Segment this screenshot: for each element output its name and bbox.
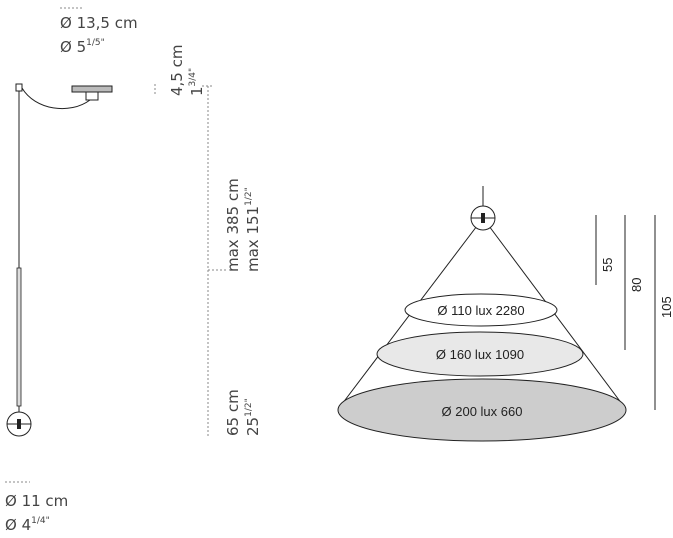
canopy bbox=[71, 85, 113, 93]
lamp-length-in: 251/2" bbox=[244, 398, 262, 436]
cable-length-cm: max 385 cm bbox=[224, 178, 242, 272]
canopy-diameter-in: Ø 51/5" bbox=[60, 38, 105, 56]
value: Ø 5 bbox=[60, 38, 86, 56]
value: 25 bbox=[244, 417, 262, 436]
cable-length-in: max 1511/2" bbox=[244, 187, 262, 272]
canopy-height-cm: 4,5 cm bbox=[168, 45, 186, 96]
distance-label: 55 bbox=[600, 258, 615, 272]
sphere-core bbox=[17, 419, 21, 429]
fraction: 3/4" bbox=[188, 68, 198, 87]
cable-curve bbox=[21, 87, 91, 110]
ring-110 bbox=[404, 293, 558, 327]
rod bbox=[16, 267, 22, 407]
value: Ø 4 bbox=[5, 516, 31, 534]
hook bbox=[15, 83, 23, 92]
lamp-diameter-in: Ø 41/4" bbox=[5, 516, 50, 534]
ring-160 bbox=[376, 331, 584, 377]
lamp-length-cm: 65 cm bbox=[224, 389, 242, 436]
fraction: 1/2" bbox=[244, 398, 254, 417]
ring-label: Ø 110 lux 2280 bbox=[437, 303, 524, 318]
distance-label: 80 bbox=[629, 278, 644, 292]
fraction: 1/5" bbox=[86, 38, 105, 48]
fraction: 1/4" bbox=[31, 516, 50, 526]
value: max 151 bbox=[244, 206, 262, 272]
ring-200 bbox=[337, 378, 627, 442]
distance-label: 105 bbox=[659, 296, 673, 318]
canopy-base bbox=[85, 91, 99, 101]
fraction: 1/2" bbox=[244, 187, 254, 206]
ring-label: Ø 160 lux 1090 bbox=[436, 347, 524, 362]
head-core bbox=[481, 213, 485, 223]
canopy-height-in: 13/4" bbox=[188, 68, 206, 96]
lamp-diameter-cm: Ø 11 cm bbox=[5, 492, 68, 510]
value: 1 bbox=[188, 86, 206, 96]
canopy-diameter-cm: Ø 13,5 cm bbox=[60, 14, 138, 32]
ring-label: Ø 200 lux 660 bbox=[442, 404, 523, 419]
